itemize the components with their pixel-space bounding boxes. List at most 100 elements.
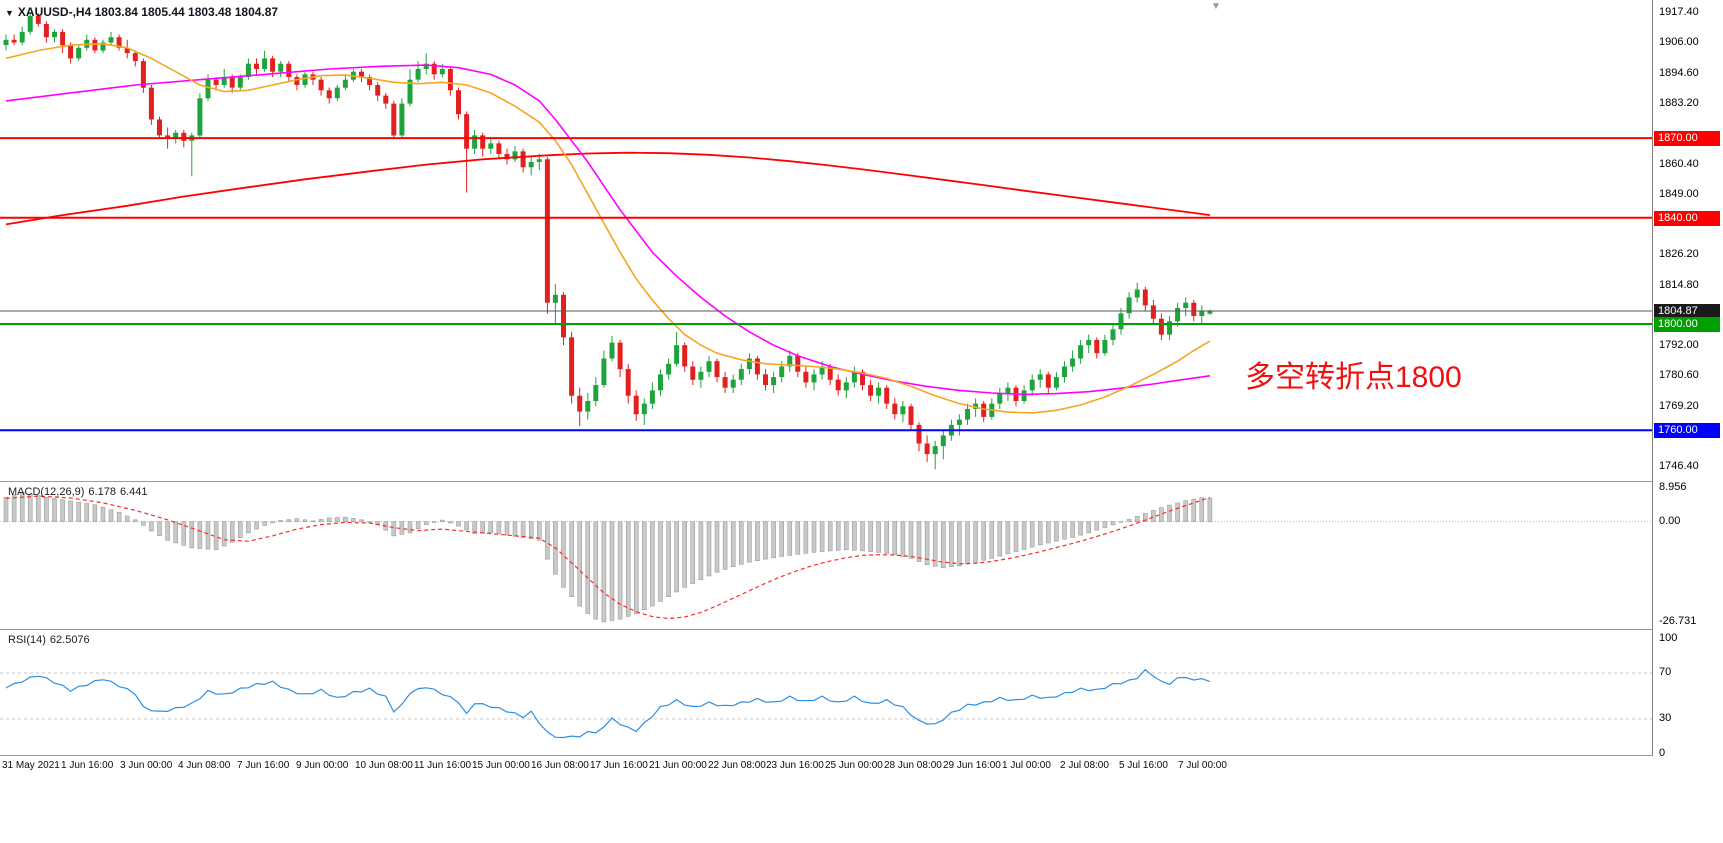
macd-bar: [771, 521, 776, 559]
candle-down: [617, 342, 623, 370]
macd-bar: [747, 521, 752, 563]
macd-bar: [399, 521, 405, 535]
rsi-canvas[interactable]: [0, 630, 1723, 756]
macd-bar: [666, 521, 671, 597]
candle-up: [1070, 358, 1076, 367]
time-axis[interactable]: 31 May 2021 1 Jun 16:00 3 Jun 00:00 4 Jun 0…: [0, 755, 1723, 784]
macd-bar: [908, 521, 914, 559]
candle-down: [722, 377, 728, 388]
macd-bar: [892, 521, 898, 555]
candle-down: [1045, 374, 1051, 388]
candle-up: [1037, 374, 1043, 380]
macd-bar: [270, 521, 275, 524]
candle-up: [237, 77, 243, 88]
macd-bar: [601, 521, 607, 623]
rsi-indicator-name: RSI(14): [8, 634, 46, 646]
macd-bar: [779, 521, 784, 557]
time-axis-label: 22 Jun 08:00: [708, 760, 766, 771]
annotation-text[interactable]: 多空转折点1800: [1245, 361, 1462, 394]
time-axis-label: 25 Jun 00:00: [825, 760, 883, 771]
macd-bar: [149, 521, 154, 532]
price-tick-label: 1849.00: [1659, 188, 1699, 200]
macd-indicator-name: MACD(12,26,9): [8, 486, 85, 498]
rsi-scale-label: 70: [1659, 666, 1672, 678]
candle-down: [326, 90, 332, 99]
macd-bar: [213, 521, 219, 551]
candle-up: [1118, 313, 1124, 330]
macd-bar: [351, 518, 356, 522]
candle-up: [1175, 308, 1181, 322]
macd-bar: [512, 521, 518, 537]
time-axis-label: 7 Jun 16:00: [237, 760, 290, 771]
macd-bar: [811, 521, 817, 553]
macd-bar: [246, 521, 251, 534]
macd-bar: [1175, 502, 1180, 522]
macd-bar: [1183, 500, 1188, 522]
time-axis-label: 31 May 2021: [2, 760, 60, 771]
price-tick-label: 1746.40: [1659, 460, 1699, 472]
chart-header: ▼ XAUUSD-,H4 1803.84 1805.44 1803.48 1804…: [5, 5, 278, 19]
symbol-dropdown-icon[interactable]: ▼: [5, 8, 14, 18]
macd-bar: [1151, 510, 1156, 522]
macd-bar: [157, 521, 162, 536]
macd-bar: [924, 521, 930, 566]
candle-up: [956, 419, 962, 425]
candle-down: [140, 61, 146, 88]
macd-bar: [860, 521, 865, 552]
macd-bar: [415, 521, 421, 529]
candle-down: [1158, 318, 1164, 335]
macd-bar: [504, 521, 510, 536]
candle-down: [116, 37, 122, 48]
candle-up: [488, 143, 494, 149]
candle-down: [456, 90, 461, 115]
macd-bar: [941, 521, 946, 569]
macd-bar: [189, 521, 195, 549]
chart-shift-icon[interactable]: ▼: [1211, 1, 1221, 12]
macd-bar: [359, 519, 364, 522]
macd-bar: [197, 521, 203, 549]
macd-bar: [827, 521, 833, 552]
candle-down: [1142, 289, 1148, 306]
candle-down: [860, 371, 865, 386]
macd-bar: [238, 521, 243, 538]
candle-down: [763, 374, 768, 385]
macd-bar: [1021, 521, 1027, 550]
time-axis-label: 5 Jul 16:00: [1119, 760, 1168, 771]
candle-up: [552, 294, 558, 303]
macd-bar: [92, 504, 98, 522]
candle-down: [625, 369, 631, 396]
macd-bar: [165, 521, 170, 541]
candle-down: [682, 345, 688, 367]
macd-canvas[interactable]: [0, 482, 1723, 630]
macd-signal-value: 6.441: [119, 486, 148, 498]
macd-bar: [1054, 521, 1059, 542]
price-chart-canvas[interactable]: [0, 0, 1723, 481]
candle-down: [561, 294, 566, 338]
time-axis-label: 7 Jul 00:00: [1178, 760, 1227, 771]
macd-bar: [464, 521, 469, 531]
candle-up: [245, 63, 251, 77]
macd-bar: [1005, 521, 1011, 555]
candle-up: [197, 98, 203, 136]
candle-up: [601, 358, 607, 386]
candle-up: [1110, 329, 1116, 340]
price-tick-label: 1860.40: [1659, 158, 1699, 170]
candle-up: [843, 382, 849, 391]
candle-up: [649, 390, 655, 404]
candle-down: [213, 79, 219, 85]
candle-down: [92, 39, 98, 51]
macd-scale-label: 0.00: [1659, 515, 1681, 527]
candle-up: [407, 79, 413, 104]
macd-bar: [722, 521, 728, 570]
macd-bar: [981, 521, 986, 561]
macd-bar: [36, 495, 41, 522]
candle-up: [932, 446, 938, 455]
time-axis-label: 29 Jun 16:00: [943, 760, 1001, 771]
candle-up: [1062, 366, 1067, 378]
candle-down: [270, 58, 276, 72]
macd-bar: [561, 521, 566, 588]
price-axis-column[interactable]: 1917.40 1906.00 1894.60 1883.20 1860.40 1849.…: [1652, 0, 1723, 759]
macd-bar: [1143, 513, 1148, 522]
macd-bar: [803, 521, 809, 554]
